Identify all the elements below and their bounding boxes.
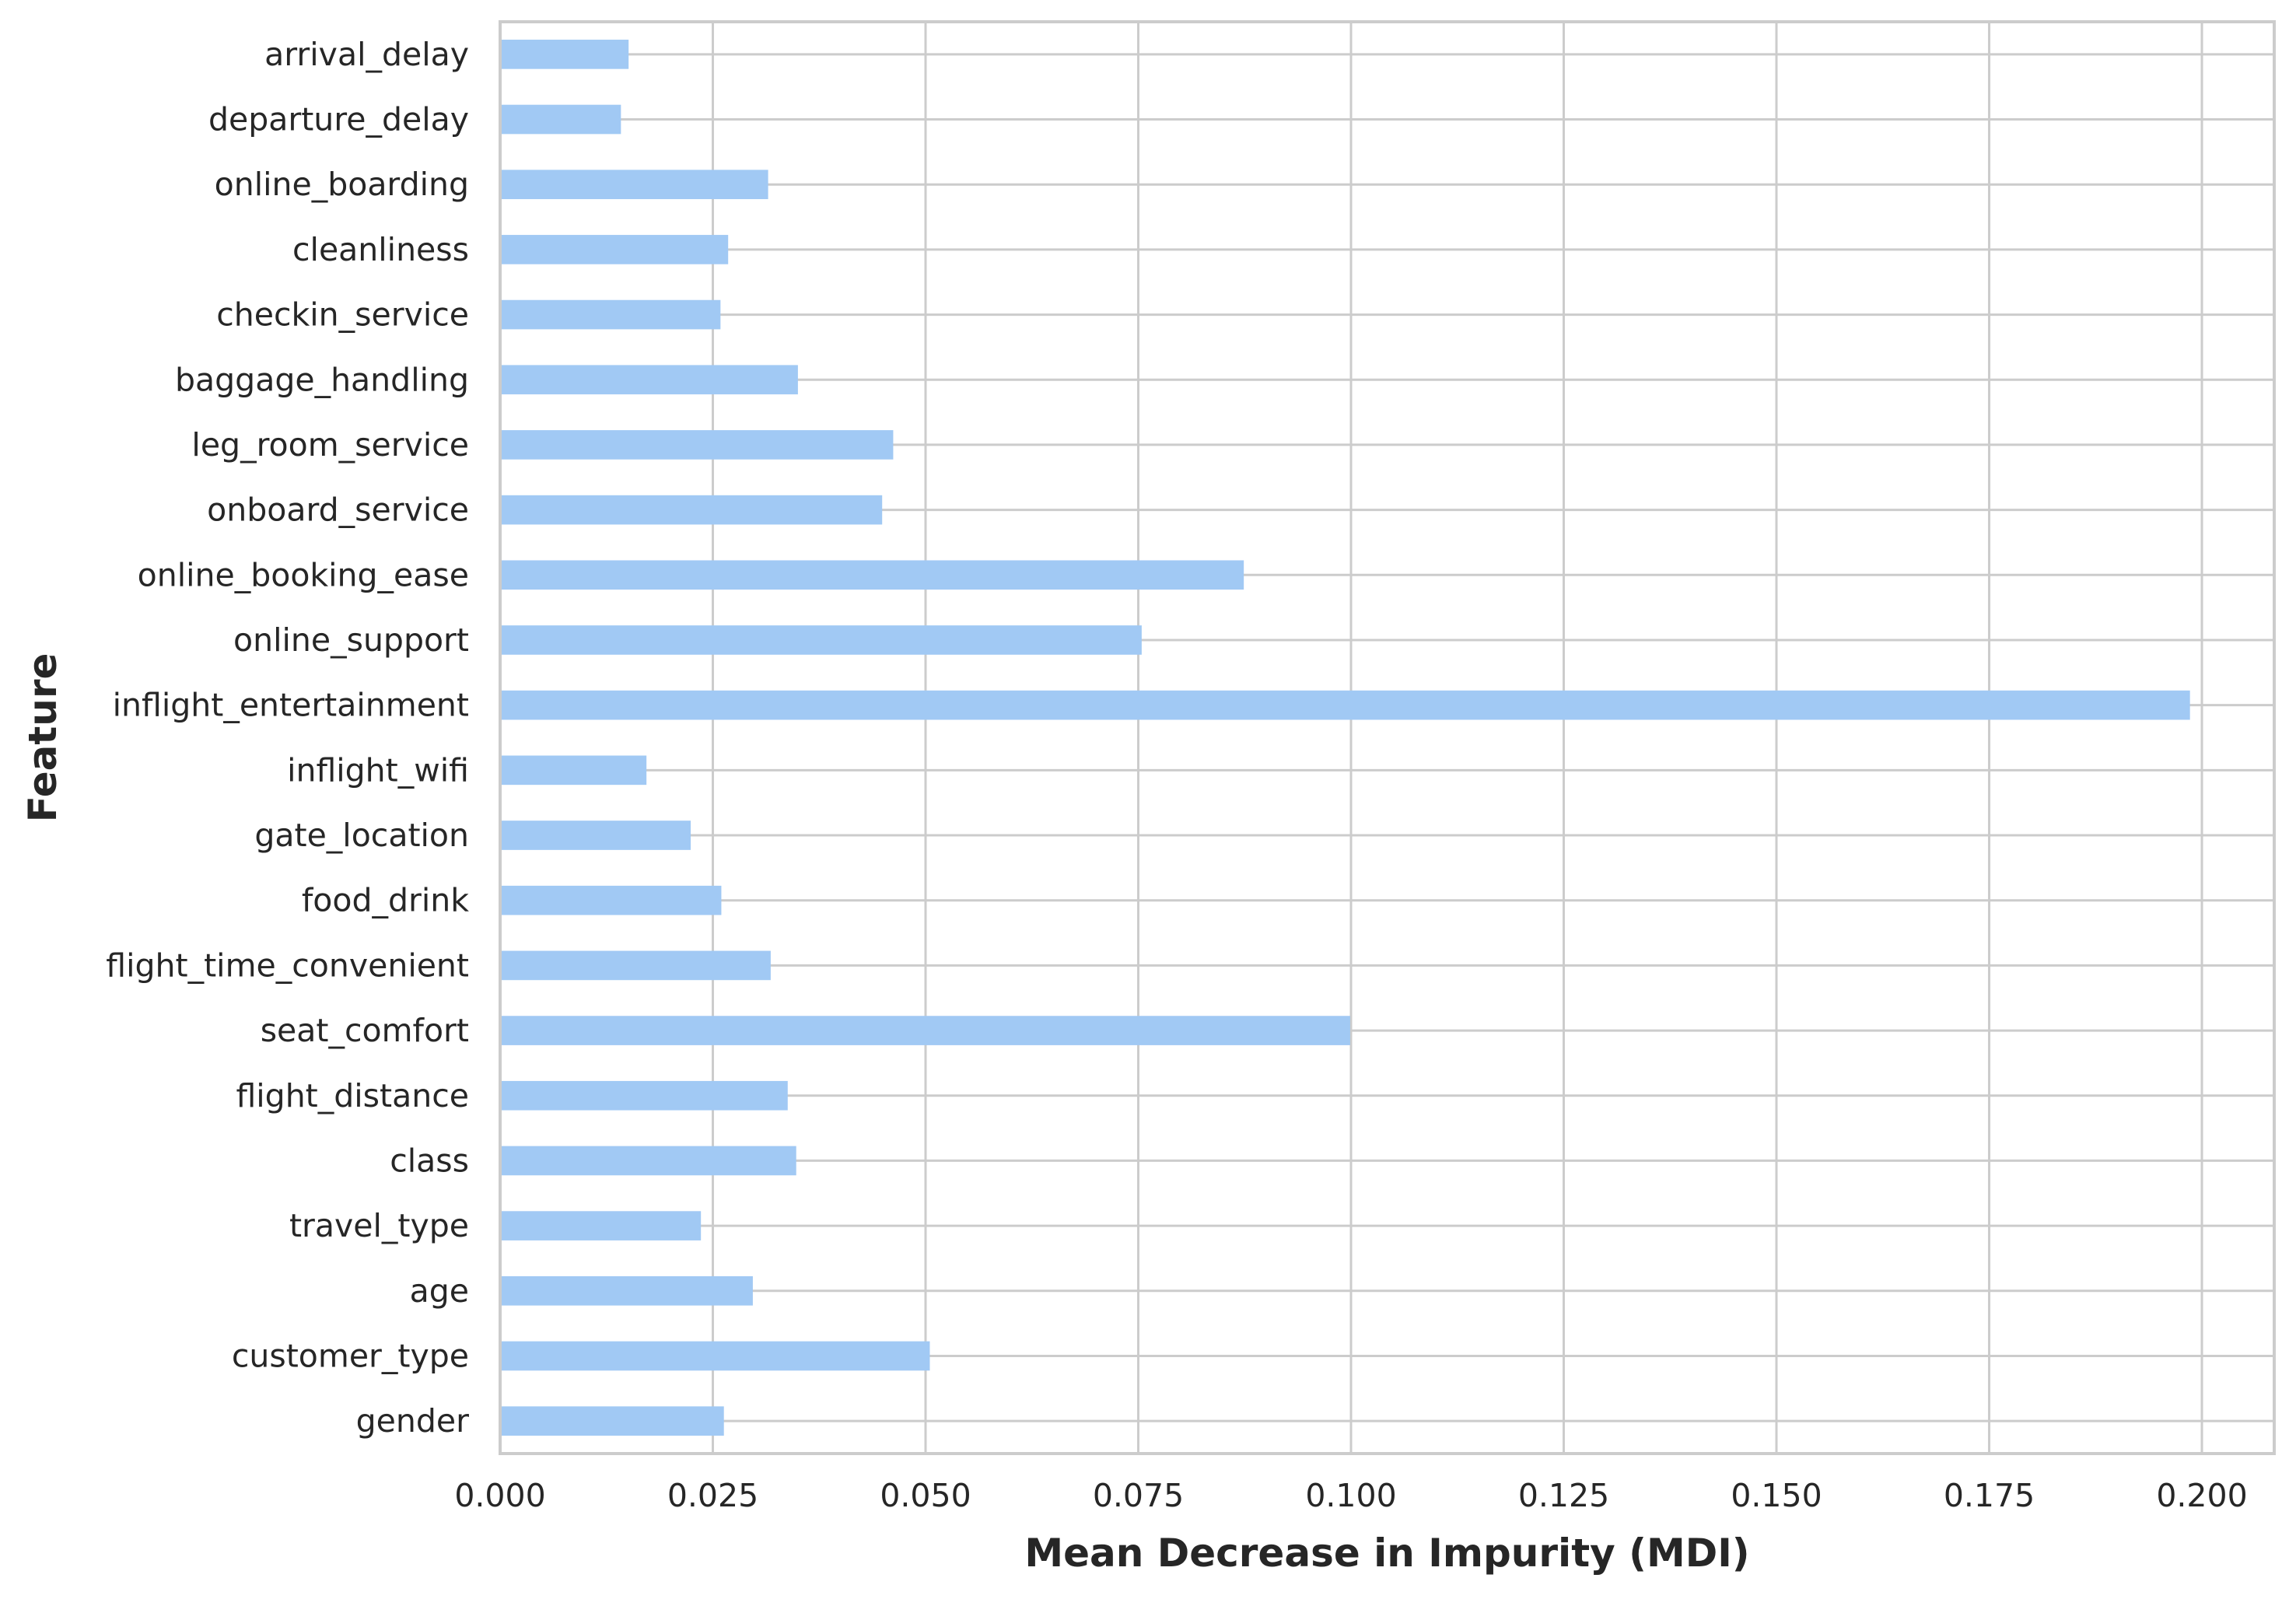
x-tick-label: 0.150 (1731, 1477, 1822, 1514)
x-tick-label: 0.100 (1305, 1477, 1396, 1514)
y-tick-label: flight_time_convenient (106, 946, 469, 984)
y-tick-label: leg_room_service (191, 426, 469, 464)
y-tick-labels: gender customer_type age travel_type class fl… (106, 36, 469, 1440)
bar-gate-location (500, 820, 691, 850)
y-tick-label: customer_type (232, 1337, 469, 1374)
y-tick-label: travel_type (289, 1207, 469, 1244)
x-axis-title: Mean Decrease in Impurity (MDI) (1024, 1531, 1749, 1576)
bar-gender (500, 1406, 724, 1436)
bar-class (500, 1146, 796, 1176)
y-tick-label: food_drink (302, 882, 469, 919)
y-tick-label: arrival_delay (264, 36, 469, 73)
y-tick-label: online_support (233, 621, 469, 659)
bar-travel-type (500, 1211, 702, 1240)
y-tick-label: checkin_service (216, 296, 469, 334)
y-tick-label: gate_location (254, 817, 469, 854)
y-tick-label: inflight_entertainment (113, 687, 469, 724)
bar-inflight-wifi (500, 755, 647, 786)
x-tick-label: 0.050 (880, 1477, 971, 1514)
bar-customer-type (500, 1341, 930, 1371)
y-tick-label: cleanliness (292, 231, 469, 268)
bar-leg-room-service (500, 430, 894, 460)
y-tick-label: departure_delay (208, 101, 469, 138)
bar-age (500, 1275, 753, 1306)
bar-onboard-service (500, 495, 883, 525)
bar-flight-time-convenient (500, 950, 771, 981)
y-tick-label: online_boarding (215, 166, 469, 203)
y-tick-label: gender (356, 1402, 469, 1440)
bar-flight-distance (500, 1080, 788, 1111)
x-tick-label: 0.075 (1093, 1477, 1184, 1514)
y-tick-label: onboard_service (207, 492, 469, 529)
y-axis-title: Feature (20, 653, 65, 823)
bar-online-booking-ease (500, 560, 1244, 590)
y-tick-label: seat_comfort (261, 1012, 469, 1049)
bar-departure-delay (500, 104, 621, 135)
bar-baggage-handling (500, 365, 798, 395)
x-tick-labels: 0.000 0.025 0.050 0.075 0.100 0.125 0.150 0.175… (454, 1477, 2247, 1514)
plot-frame (499, 20, 2276, 1455)
bar-food-drink (500, 885, 722, 915)
x-tick-label: 0.125 (1518, 1477, 1609, 1514)
x-tick-label: 0.200 (2156, 1477, 2247, 1514)
bar-inflight-entertainment (500, 690, 2190, 720)
x-tick-label: 0.175 (1944, 1477, 2035, 1514)
y-tick-label: class (390, 1142, 469, 1179)
x-tick-label: 0.000 (454, 1477, 545, 1514)
x-tick-label: 0.025 (667, 1477, 758, 1514)
y-tick-label: baggage_handling (175, 361, 469, 398)
bars (500, 40, 2190, 1436)
y-tick-label: age (410, 1272, 469, 1310)
bar-arrival-delay (500, 40, 629, 69)
bar-online-support (500, 625, 1142, 655)
bar-cleanliness (500, 235, 729, 264)
bar-seat-comfort (500, 1016, 1350, 1045)
grid-lines (499, 22, 2274, 1454)
y-tick-label: inflight_wifi (287, 751, 469, 789)
bar-checkin-service (500, 299, 721, 330)
y-tick-label: flight_distance (236, 1077, 469, 1114)
y-tick-label: online_booking_ease (138, 556, 469, 593)
bar-online-boarding (500, 170, 768, 200)
